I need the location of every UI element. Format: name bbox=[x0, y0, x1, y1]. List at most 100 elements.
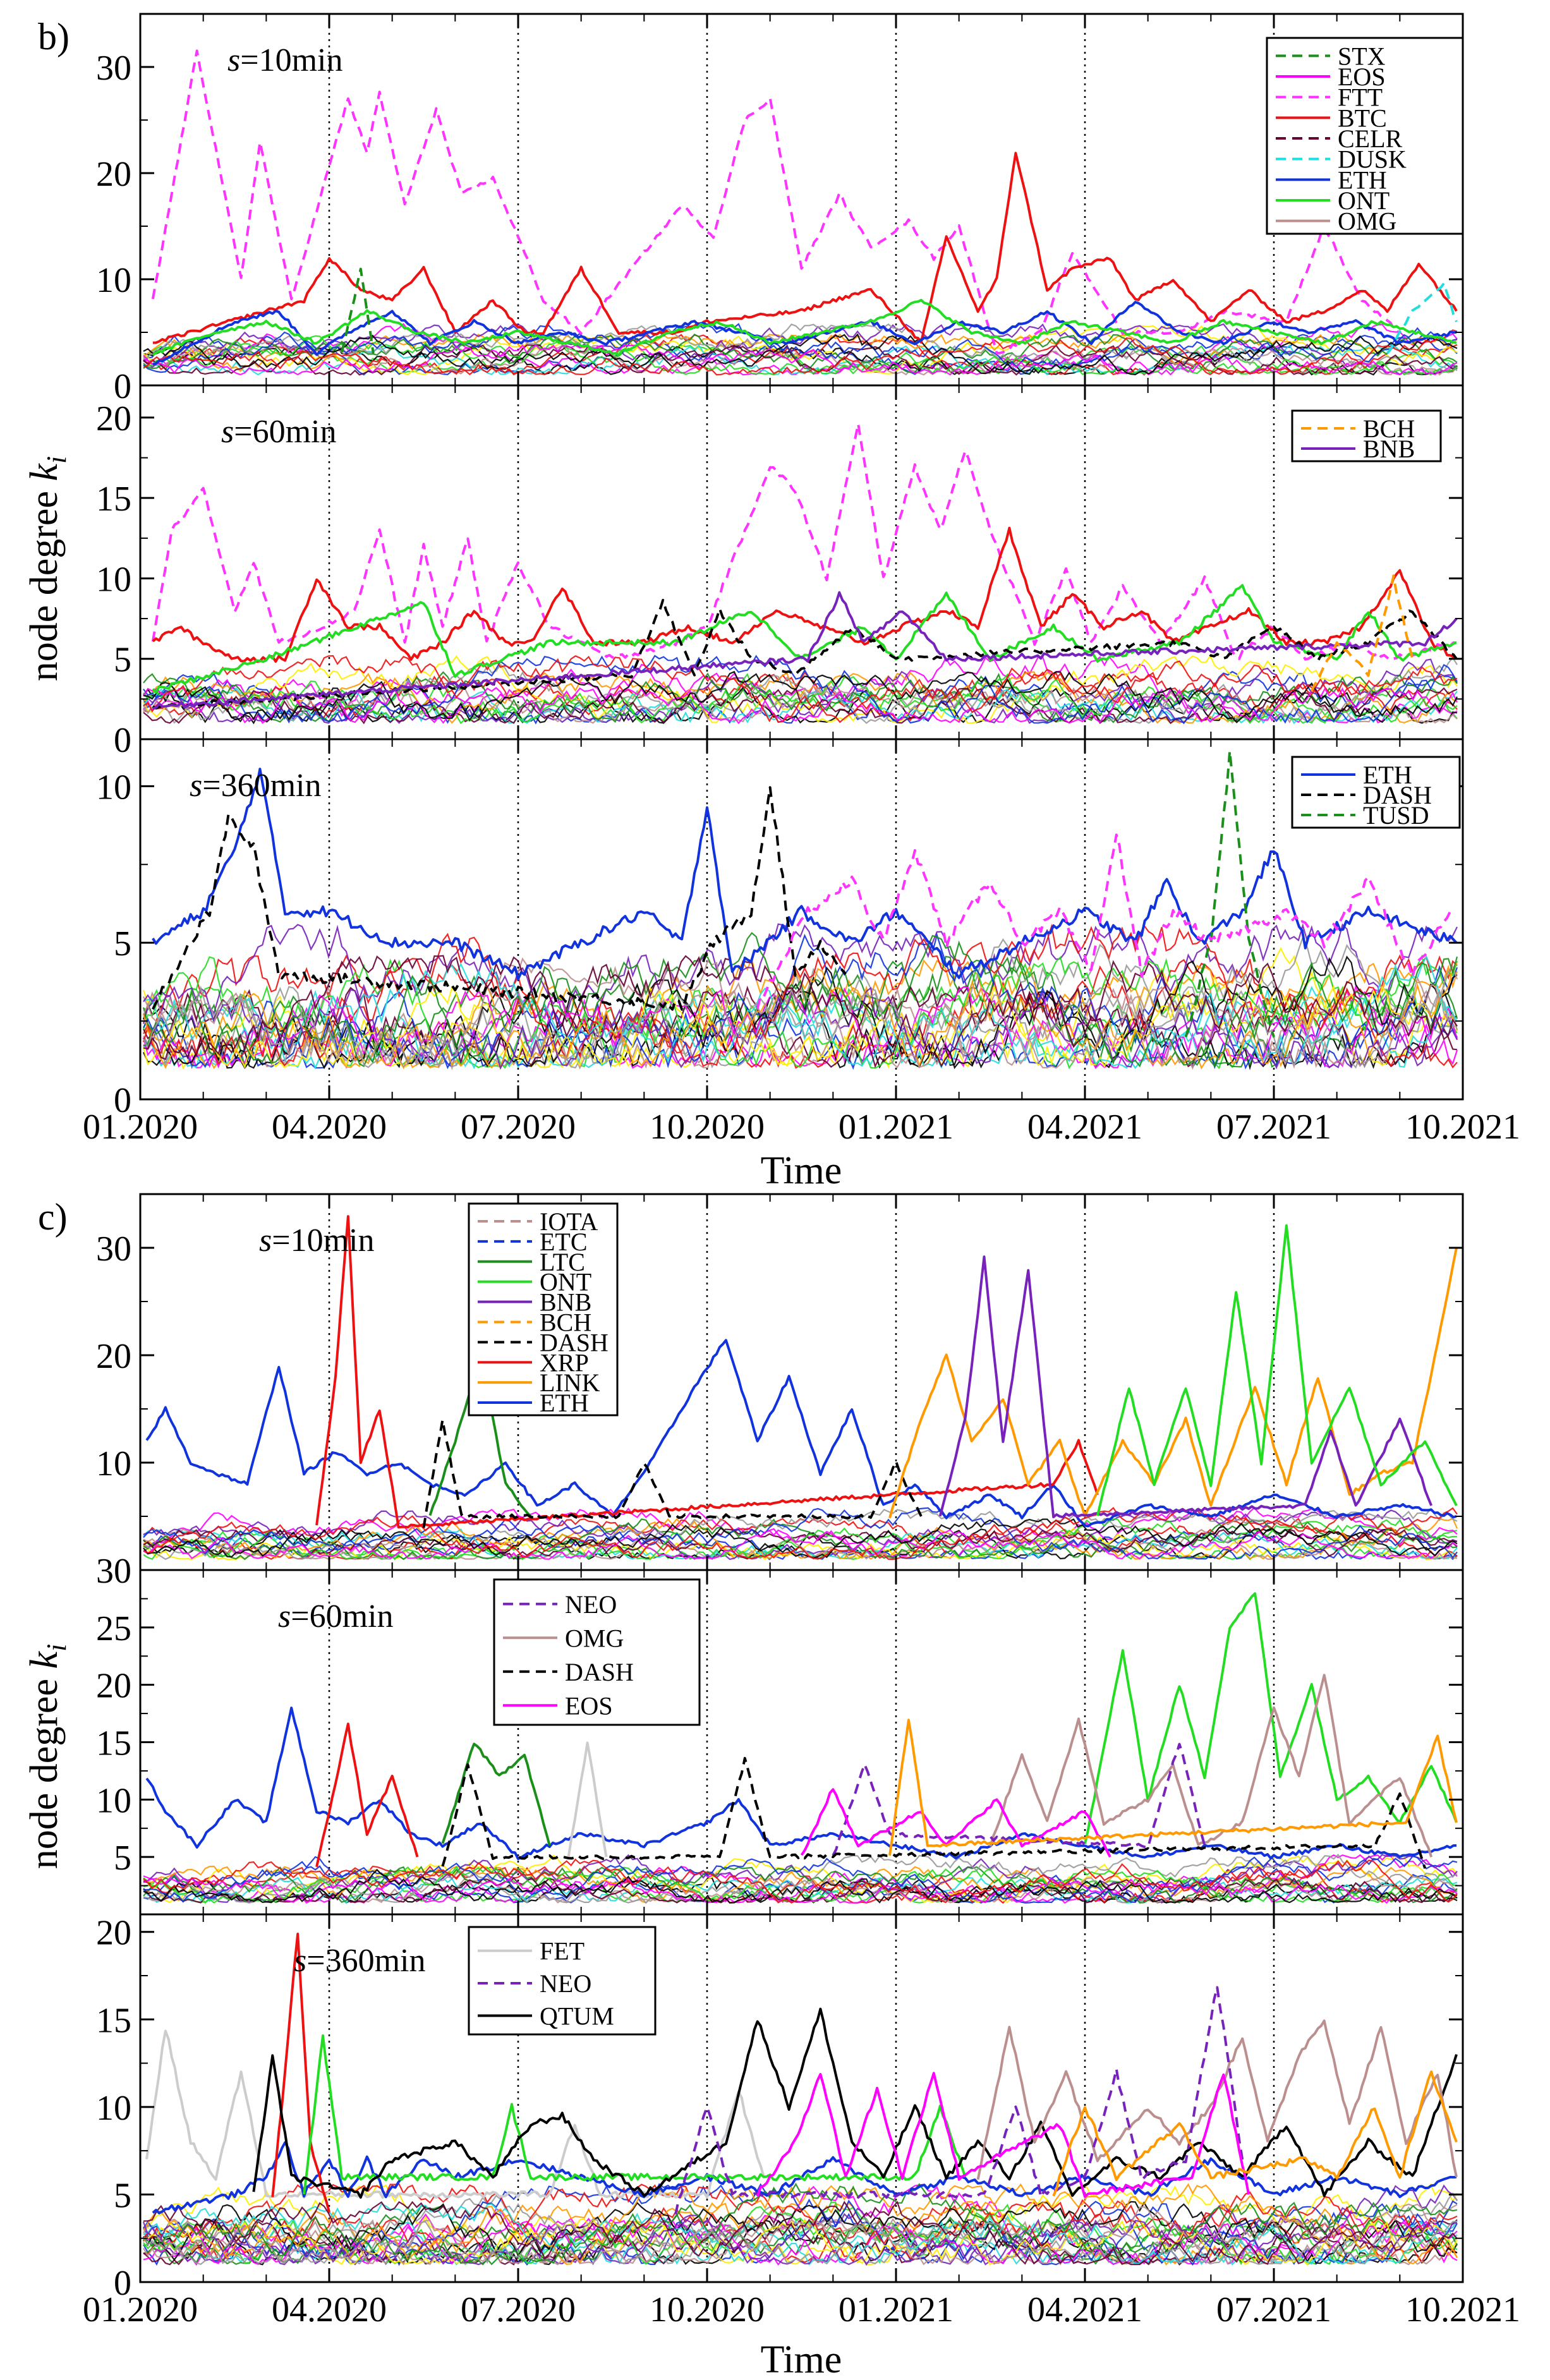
background-series-line bbox=[143, 1865, 1458, 1904]
background-series-line bbox=[143, 323, 1458, 375]
sampling-label: s=10min bbox=[227, 42, 342, 78]
legend-label-iota: IOTA bbox=[540, 1207, 598, 1236]
x-tick-label: 01.2021 bbox=[839, 1108, 954, 1147]
legend-label-dash: DASH bbox=[1363, 781, 1432, 809]
highlight-series-layer bbox=[145, 49, 1458, 2215]
background-series-line bbox=[143, 345, 1458, 376]
y-tick-label: 30 bbox=[96, 1552, 131, 1591]
y-tick-label: 20 bbox=[96, 1914, 131, 1953]
x-tick-label: 10.2020 bbox=[650, 2290, 765, 2329]
x-tick-label: 10.2021 bbox=[1405, 2290, 1520, 2329]
background-series-line bbox=[143, 1518, 1458, 1559]
series-line-dash bbox=[152, 786, 847, 1011]
x-tick-label: 10.2021 bbox=[1405, 1108, 1520, 1147]
y-tick-label: 15 bbox=[96, 480, 131, 519]
series-line-eos bbox=[800, 1788, 1111, 1858]
background-series-line bbox=[143, 329, 1458, 376]
background-series-line bbox=[142, 923, 1458, 1069]
legend-label-bnb: BNB bbox=[540, 1288, 591, 1317]
legend-label-eth: ETH bbox=[540, 1389, 589, 1417]
background-series-line bbox=[143, 1854, 1458, 1904]
series-line-qtum bbox=[252, 2007, 1458, 2199]
series-line-bnb bbox=[938, 1255, 1433, 1519]
y-tick-label: 30 bbox=[96, 1229, 131, 1269]
series-line-eth bbox=[152, 768, 1458, 981]
background-series-line bbox=[143, 1507, 1458, 1560]
background-series-line bbox=[143, 932, 1458, 1068]
series-line-ftt bbox=[151, 422, 1457, 661]
x-tick-label: 07.2021 bbox=[1216, 2290, 1331, 2329]
series-line-neo bbox=[674, 1986, 1244, 2215]
y-tick-label: 10 bbox=[96, 1444, 131, 1483]
panel-b-letter: b) bbox=[38, 16, 70, 57]
background-series-line bbox=[143, 323, 1458, 373]
y-tick-label: 30 bbox=[96, 49, 131, 88]
background-series-line bbox=[143, 2218, 1458, 2264]
legend-label-fet: FET bbox=[540, 1937, 584, 1966]
sampling-label: s=360min bbox=[190, 768, 321, 804]
legend-label-ltc: LTC bbox=[540, 1248, 585, 1276]
x-tick-label: 01.2021 bbox=[839, 2290, 954, 2329]
y-axis-title-b: node degree ki bbox=[23, 456, 72, 682]
background-series-line bbox=[143, 1869, 1458, 1904]
legend-label-dash: DASH bbox=[540, 1328, 608, 1356]
series-line-eth bbox=[152, 2141, 1457, 2214]
y-tick-label: 10 bbox=[96, 2089, 131, 2128]
x-tick-label: 04.2021 bbox=[1027, 1108, 1142, 1147]
background-series-line bbox=[143, 2202, 1458, 2265]
background-series-line bbox=[143, 2203, 1458, 2266]
series-line-ont bbox=[152, 584, 1457, 694]
legend-label-celr: CELR bbox=[1338, 124, 1403, 153]
series-line-fet bbox=[145, 2029, 765, 2199]
legend-label-bnb: BNB bbox=[1363, 435, 1415, 463]
background-series-line bbox=[143, 1507, 1458, 1561]
y-tick-label: 10 bbox=[96, 261, 131, 300]
background-series-line bbox=[143, 1528, 1458, 1560]
y-tick-label: 5 bbox=[114, 641, 131, 680]
sampling-label: s=60min bbox=[221, 414, 336, 450]
legend-label-ont: ONT bbox=[1338, 186, 1390, 215]
x-axis-title-c: Time bbox=[761, 2338, 842, 2380]
background-series-line bbox=[143, 671, 1458, 724]
series-line-ont bbox=[1084, 1592, 1458, 1844]
legend-label-link: LINK bbox=[540, 1368, 600, 1397]
background-series-line bbox=[143, 986, 1458, 1070]
x-tick-label: 04.2020 bbox=[272, 2290, 387, 2329]
y-tick-label: 5 bbox=[114, 924, 131, 963]
series-line-ont bbox=[152, 299, 1457, 357]
background-series-line bbox=[143, 1858, 1458, 1904]
legend-label-eos: EOS bbox=[1338, 63, 1386, 91]
legend-label-omg: OMG bbox=[565, 1624, 624, 1652]
y-tick-label: 20 bbox=[96, 155, 131, 194]
x-tick-label: 07.2021 bbox=[1216, 1108, 1331, 1147]
background-series-line bbox=[143, 1853, 1458, 1904]
x-tick-label: 07.2020 bbox=[461, 1108, 576, 1147]
background-series-line bbox=[143, 2184, 1458, 2263]
background-series-line bbox=[143, 687, 1458, 725]
y-tick-label: 20 bbox=[96, 1337, 131, 1376]
series-line-bnb bbox=[152, 591, 1458, 710]
background-series-line bbox=[143, 955, 1458, 1068]
legend-label-ftt: FTT bbox=[1338, 83, 1383, 112]
sampling-label: s=60min bbox=[278, 1598, 393, 1634]
legend-label-neo: NEO bbox=[540, 1969, 591, 1998]
y-tick-label: 25 bbox=[96, 1609, 131, 1648]
background-series-line bbox=[143, 654, 1458, 724]
y-tick-label: 10 bbox=[96, 560, 131, 599]
background-series-line bbox=[143, 658, 1458, 724]
y-tick-label: 0 bbox=[114, 367, 131, 406]
y-tick-label: 15 bbox=[96, 2001, 131, 2040]
legend-label-bch: BCH bbox=[1363, 414, 1415, 443]
y-tick-label: 20 bbox=[96, 399, 131, 438]
legend-label-eos: EOS bbox=[565, 1691, 613, 1720]
y-tick-label: 5 bbox=[114, 1839, 131, 1878]
series-line-link bbox=[1052, 2070, 1458, 2197]
background-series-line bbox=[142, 984, 1458, 1069]
series-line-ftt bbox=[151, 49, 1400, 354]
background-series-line bbox=[142, 955, 1458, 1069]
series-line-stx bbox=[340, 267, 375, 354]
x-tick-label: 04.2020 bbox=[272, 1108, 387, 1147]
series-line-btc bbox=[152, 152, 1458, 344]
x-tick-label: 04.2021 bbox=[1027, 2290, 1142, 2329]
background-series-line bbox=[143, 655, 1458, 725]
